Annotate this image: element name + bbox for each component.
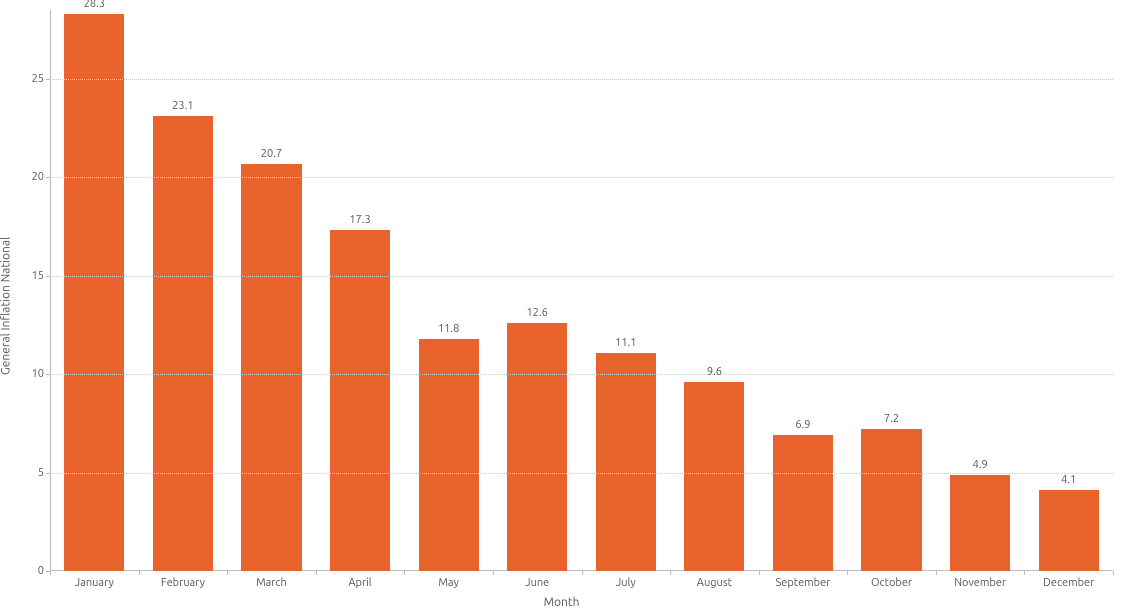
bars-group [50,10,1113,571]
y-tick-mark [46,177,50,178]
x-tick-mark [139,571,140,575]
x-tick-label: March [256,571,287,589]
x-tick-label: December [1043,571,1094,589]
x-tick-mark [493,571,494,575]
bar [241,164,301,571]
x-tick-mark [316,571,317,575]
x-tick-mark [936,571,937,575]
bar [1039,490,1099,571]
y-tick-mark [46,276,50,277]
x-tick-mark [404,571,405,575]
x-tick-label: June [525,571,549,589]
x-tick-label: October [871,571,912,589]
bar [64,14,124,571]
grid-line [50,374,1113,375]
inflation-bar-chart: General Inflation National Month 0510152… [0,0,1123,611]
bar [153,116,213,571]
x-tick-mark [582,571,583,575]
x-tick-mark [50,571,51,575]
x-tick-label: July [616,571,636,589]
grid-line [50,79,1113,80]
bar-value-label: 23.1 [172,100,193,116]
grid-line [50,177,1113,178]
bar-value-label: 12.6 [527,307,548,323]
bar-value-label: 17.3 [349,214,370,230]
x-tick-mark [759,571,760,575]
bar-value-label: 4.9 [973,459,988,475]
bar [507,323,567,571]
x-tick-mark [670,571,671,575]
bar-value-label: 7.2 [884,413,899,429]
y-tick-mark [46,79,50,80]
bar-value-label: 11.8 [438,323,459,339]
x-tick-label: November [954,571,1006,589]
bar-value-label: 20.7 [261,148,282,164]
grid-line [50,276,1113,277]
x-tick-label: February [161,571,205,589]
x-tick-label: January [75,571,114,589]
bar-value-label: 9.6 [707,366,722,382]
x-tick-mark [1024,571,1025,575]
bar [861,429,921,571]
bar-value-label: 4.1 [1061,474,1076,490]
bar-value-label: 6.9 [795,419,810,435]
x-axis-title: Month [544,596,580,609]
x-tick-mark [227,571,228,575]
grid-line [50,473,1113,474]
bar [684,382,744,571]
x-tick-label: August [697,571,732,589]
bar-value-label: 11.1 [615,337,636,353]
x-tick-mark [847,571,848,575]
bar [950,475,1010,571]
bar-value-label: 28.3 [84,0,105,14]
bar [596,353,656,571]
y-axis-title: General Inflation National [0,236,13,374]
y-tick-mark [46,374,50,375]
plot-area: 051015202528.3January23.1February20.7Mar… [50,10,1113,571]
x-tick-label: May [438,571,459,589]
x-tick-mark [1113,571,1114,575]
y-tick-mark [46,473,50,474]
x-tick-label: April [348,571,371,589]
x-tick-label: September [776,571,831,589]
bar [773,435,833,571]
bar [330,230,390,571]
